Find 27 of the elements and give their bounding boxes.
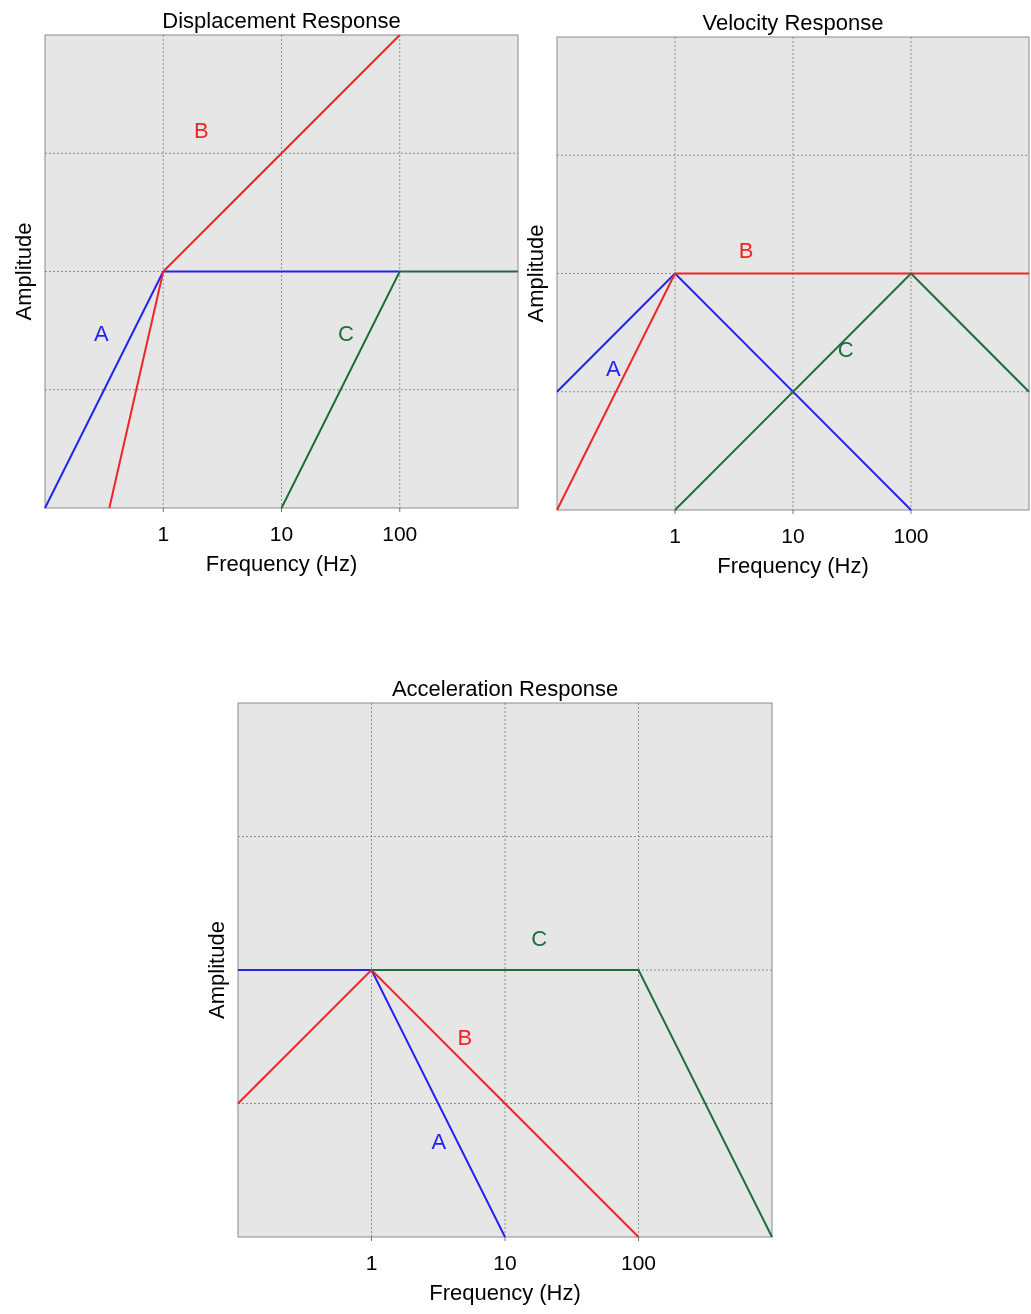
x-tick-label: 100: [893, 524, 929, 547]
x-axis-title: Frequency (Hz): [205, 551, 358, 576]
x-tick-label: 1: [157, 522, 170, 545]
chart-title: Displacement Response: [162, 8, 401, 33]
series-label: A: [94, 320, 110, 346]
x-tick-label: 100: [382, 522, 418, 545]
x-tick-label: 10: [781, 524, 805, 547]
x-tick-label: 10: [493, 1251, 517, 1274]
y-axis-title: Amplitude: [11, 222, 36, 321]
x-tick-label: 100: [620, 1251, 657, 1274]
text: B: [194, 117, 209, 143]
y-axis-title: Amplitude: [523, 224, 548, 323]
x-tick-label: 1: [365, 1251, 378, 1274]
series-label: C: [531, 925, 548, 951]
series-label: B: [738, 237, 754, 263]
series-label: B: [457, 1024, 473, 1050]
series-label: A: [431, 1128, 447, 1154]
series-label: C: [837, 337, 854, 363]
series-label: A: [605, 356, 621, 382]
x-tick-label: 10: [269, 522, 294, 545]
x-axis-title: Frequency (Hz): [429, 1280, 581, 1305]
chart-title: Acceleration Response: [391, 676, 619, 701]
x-tick-label: 1: [669, 524, 681, 547]
y-axis-title: Amplitude: [204, 921, 229, 1019]
series-label: C: [337, 320, 354, 346]
chart-title: Velocity Response: [702, 10, 884, 35]
x-axis-title: Frequency (Hz): [717, 553, 869, 578]
